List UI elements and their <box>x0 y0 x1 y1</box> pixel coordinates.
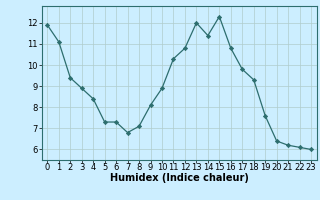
X-axis label: Humidex (Indice chaleur): Humidex (Indice chaleur) <box>110 173 249 183</box>
